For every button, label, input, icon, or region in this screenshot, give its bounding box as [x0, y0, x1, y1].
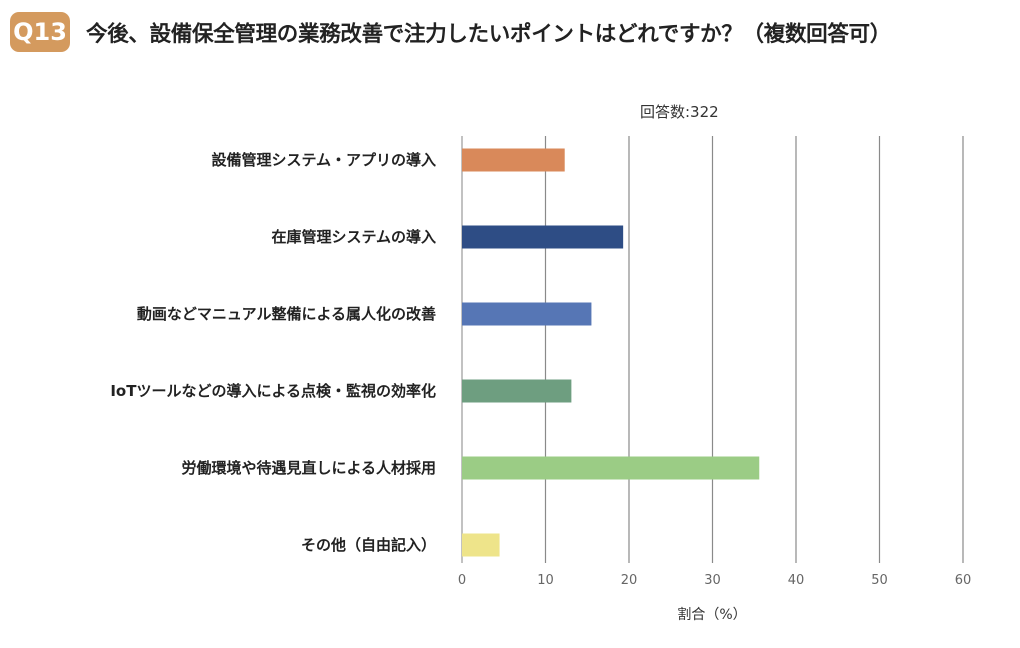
x-tick-label: 20	[621, 573, 638, 588]
bar	[462, 533, 500, 557]
category-label: 動画などマニュアル整備による属人化の改善	[137, 305, 436, 323]
question-title: 今後、設備保全管理の業務改善で注力したいポイントはどれですか？（複数回答可）	[86, 21, 891, 47]
category-label: 設備管理システム・アプリの導入	[211, 151, 436, 169]
bar	[462, 456, 760, 480]
bar	[462, 302, 592, 326]
category-label: IoTツールなどの導入による点検・監視の効率化	[110, 382, 436, 400]
x-axis-label: 割合（%）	[677, 606, 746, 623]
category-label: 在庫管理システムの導入	[271, 228, 436, 246]
x-tick-label: 0	[458, 573, 466, 588]
x-tick-label: 60	[955, 573, 972, 588]
x-tick-label: 10	[537, 573, 554, 588]
bar	[462, 379, 572, 403]
question-number-badge: Q13	[10, 12, 70, 52]
x-tick-label: 30	[704, 573, 721, 588]
question-header: Q13 今後、設備保全管理の業務改善で注力したいポイントはどれですか？（複数回答…	[10, 11, 891, 53]
chart-subtitle: 回答数:322	[640, 103, 719, 121]
bar	[462, 148, 565, 172]
x-tick-label: 50	[871, 573, 888, 588]
category-label: その他（自由記入）	[301, 536, 436, 554]
x-tick-label: 40	[788, 573, 805, 588]
category-label: 労働環境や待遇見直しによる人材採用	[181, 459, 436, 477]
bar	[462, 225, 624, 249]
